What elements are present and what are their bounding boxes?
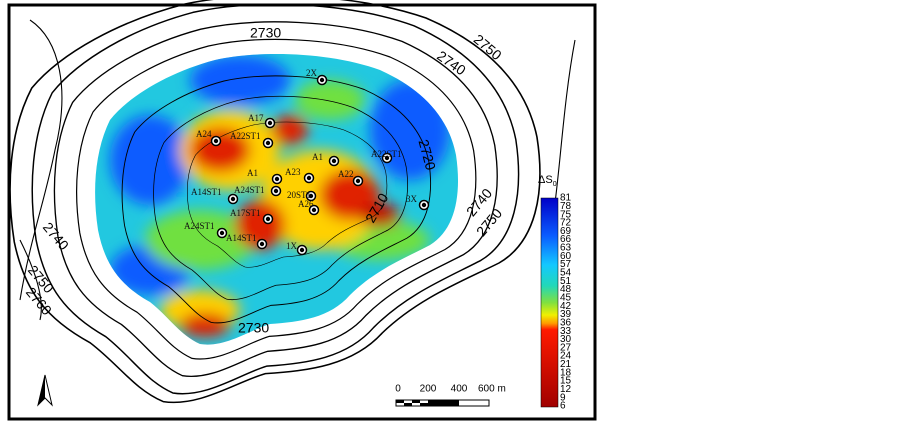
north-arrow: [37, 374, 53, 407]
well-label: A22: [338, 169, 354, 179]
legend-tick-label: 60: [560, 251, 572, 262]
well-label: A1: [312, 152, 323, 162]
well-marker-core: [331, 158, 337, 164]
legend-tick-label: 63: [560, 243, 572, 254]
legend-tick-label: 57: [560, 259, 572, 270]
well-label: 1X: [286, 241, 298, 251]
colorbar: [540, 197, 559, 408]
legend-tick-label: 27: [560, 342, 572, 353]
contour-label: 2720: [416, 138, 440, 172]
legend-tick-label: 24: [560, 351, 572, 362]
legend-tick-label: 9: [560, 392, 566, 403]
well-marker-core: [267, 120, 273, 126]
legend: ΔS0 817875726966636057545148454239363330…: [538, 174, 572, 412]
well-label: A24ST1: [184, 221, 215, 231]
legend-tick-label: 51: [560, 276, 572, 287]
well-marker-core: [230, 196, 236, 202]
legend-tick-label: 6: [560, 401, 566, 412]
legend-tick-label: 18: [560, 367, 572, 378]
well-label: 3X: [406, 194, 418, 204]
legend-tick-label: 15: [560, 376, 572, 387]
legend-tick-label: 21: [560, 359, 572, 370]
scale-label: 600 m: [478, 384, 506, 395]
legend-tick-label: 36: [560, 317, 572, 328]
legend-tick-label: 72: [560, 218, 572, 229]
well-marker-core: [306, 175, 312, 181]
well-label: A24: [196, 129, 212, 139]
legend-title-sub: 0: [553, 181, 557, 188]
well-label: A22ST1: [371, 149, 402, 159]
well-marker-core: [421, 202, 427, 208]
well-marker-core: [265, 140, 271, 146]
well-marker-core: [299, 247, 305, 253]
well-label: A1: [247, 168, 258, 178]
well-marker-core: [355, 178, 361, 184]
legend-tick-label: 54: [560, 268, 572, 279]
well-label: A23: [285, 167, 301, 177]
legend-tick-label: 66: [560, 234, 572, 245]
scale-label: 200: [420, 384, 437, 395]
contour-label: 2730: [250, 25, 281, 41]
well-marker-core: [308, 193, 314, 199]
well-marker-core: [274, 176, 280, 182]
well-marker-core: [213, 138, 219, 144]
legend-tick-label: 30: [560, 334, 572, 345]
scale-bar: 0 200 400 600 m: [395, 384, 506, 407]
well-marker-core: [273, 188, 279, 194]
well-label: A17: [248, 113, 264, 123]
scale-label: 400: [451, 384, 468, 395]
scale-label: 0: [395, 384, 401, 395]
legend-title: ΔS0: [538, 174, 557, 188]
well-label: 20ST1: [287, 190, 311, 200]
legend-title-text: ΔS: [538, 174, 553, 186]
well-label: A14ST1: [226, 233, 257, 243]
well-marker-core: [259, 241, 265, 247]
well-marker-core: [319, 77, 325, 83]
wells: 2X A17 A24 A22ST1 A1 A22ST1 A1 A23 A22 A14ST1 A24S…: [184, 68, 430, 256]
legend-tick-label: 42: [560, 301, 572, 312]
well-label: A24ST1: [234, 185, 265, 195]
legend-tick-label: 75: [560, 209, 572, 220]
well-marker-core: [219, 230, 225, 236]
legend-tick-label: 81: [560, 193, 572, 204]
well-label: A26: [298, 199, 314, 209]
legend-tick-label: 39: [560, 309, 572, 320]
legend-tick-label: 78: [560, 201, 572, 212]
legend-tick-label: 69: [560, 226, 572, 237]
well-marker-core: [265, 216, 271, 222]
well-marker-core: [311, 207, 317, 213]
saturation-heatmap: [95, 54, 459, 345]
contour-label: 2730: [238, 320, 269, 336]
legend-tick-label: 12: [560, 384, 572, 395]
legend-tick-label: 45: [560, 292, 572, 303]
well-label: 2X: [306, 68, 318, 78]
legend-tick-label: 48: [560, 284, 572, 295]
well-label: A17ST1: [230, 208, 261, 218]
legend-tick-label: 33: [560, 326, 572, 337]
well-label: A22ST1: [230, 131, 261, 141]
well-label: A14ST1: [191, 187, 222, 197]
well-marker-core: [384, 155, 390, 161]
